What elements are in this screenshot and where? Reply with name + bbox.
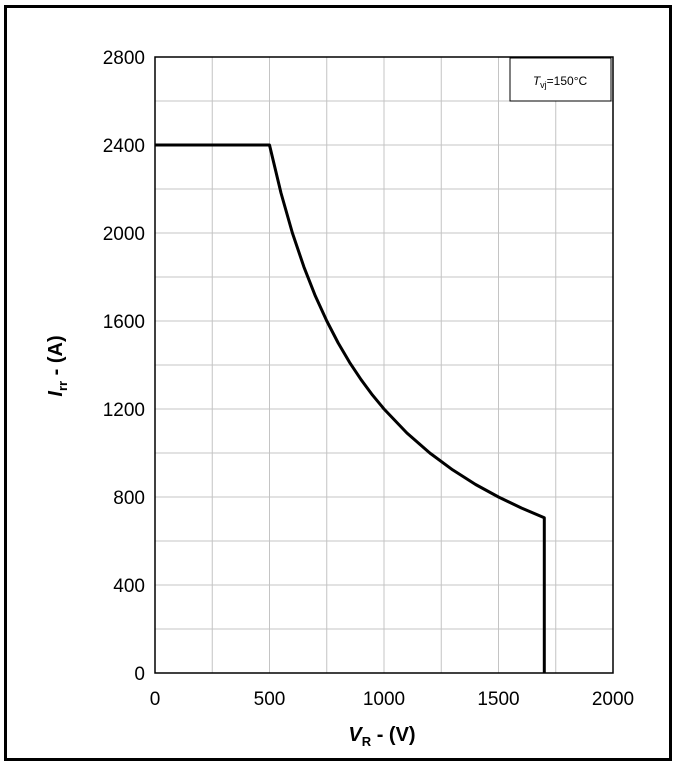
plot-border [154,56,614,674]
y-tick-label: 2800 [103,48,145,69]
y-tick-label: 1600 [103,312,145,333]
y-tick-label: 400 [113,576,145,597]
series-group [155,143,546,673]
y-tick-label: 2000 [103,224,145,245]
annotation-subscript: vj [540,80,547,90]
x-axis-title: VR - (V) [348,724,415,749]
chart-frame [4,5,672,761]
y-axis-symbol: I [45,391,67,397]
x-tick-label: 0 [150,689,161,710]
x-tick-label: 500 [254,689,286,710]
y-tick-label: 0 [134,664,145,685]
x-tick-label: 1500 [477,689,519,710]
annotation-value: =150°C [547,74,588,88]
annotation-symbol: T [533,74,542,88]
x-tick-label: 1000 [363,689,405,710]
y-axis-unit: - (A) [45,335,67,381]
grid [155,57,613,673]
x-axis-subscript: R [362,734,372,749]
y-tick-label: 2400 [103,136,145,157]
tick-labels: 0 500 1000 1500 2000 0 400 800 1200 1600 2000 2400 2… [103,48,634,710]
y-axis-title: Irr - (A) [45,335,70,396]
annotation-box [509,57,612,102]
annotation-text: Tvj=150°C [533,74,588,90]
y-axis-subscript: rr [55,381,70,391]
x-axis-symbol: V [348,724,363,746]
x-tick-label: 2000 [592,689,634,710]
temperature-annotation: Tvj=150°C [509,57,612,102]
x-axis-unit: - (V) [371,724,415,746]
series-line [155,143,546,673]
y-tick-label: 1200 [103,400,145,421]
y-tick-label: 800 [113,488,145,509]
